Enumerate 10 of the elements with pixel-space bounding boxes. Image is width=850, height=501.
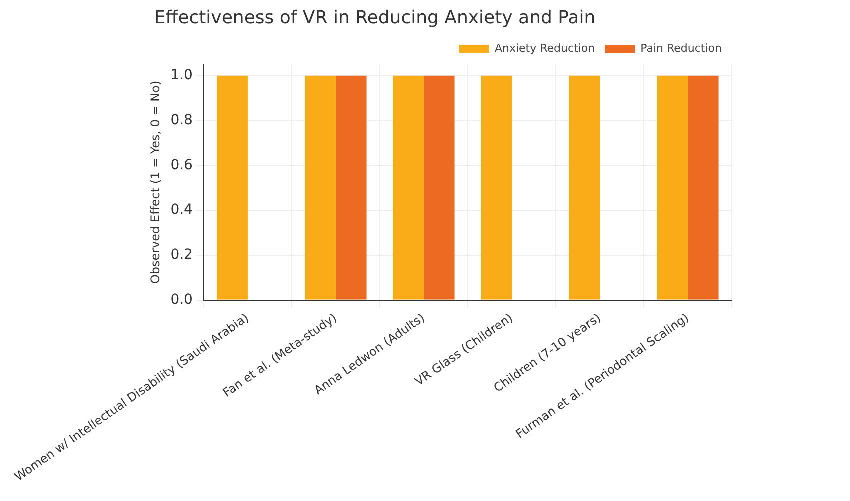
y-axis-title: Observed Effect (1 = Yes, 0 = No) bbox=[148, 80, 163, 284]
y-tick-label: 0.0 bbox=[170, 292, 193, 308]
y-tick-label: 0.4 bbox=[170, 202, 194, 218]
y-tick-label: 0.2 bbox=[170, 247, 193, 264]
legend-label: Pain Reduction bbox=[640, 42, 722, 55]
y-tick-label: 0.6 bbox=[170, 157, 194, 174]
y-tick-label: 1.0 bbox=[170, 67, 193, 84]
chart-title: Effectiveness of VR in Reducing Anxiety and Pain bbox=[154, 7, 596, 28]
legend-label: Anxiety Reduction bbox=[494, 42, 596, 55]
y-tick-label: 0.8 bbox=[170, 112, 193, 128]
